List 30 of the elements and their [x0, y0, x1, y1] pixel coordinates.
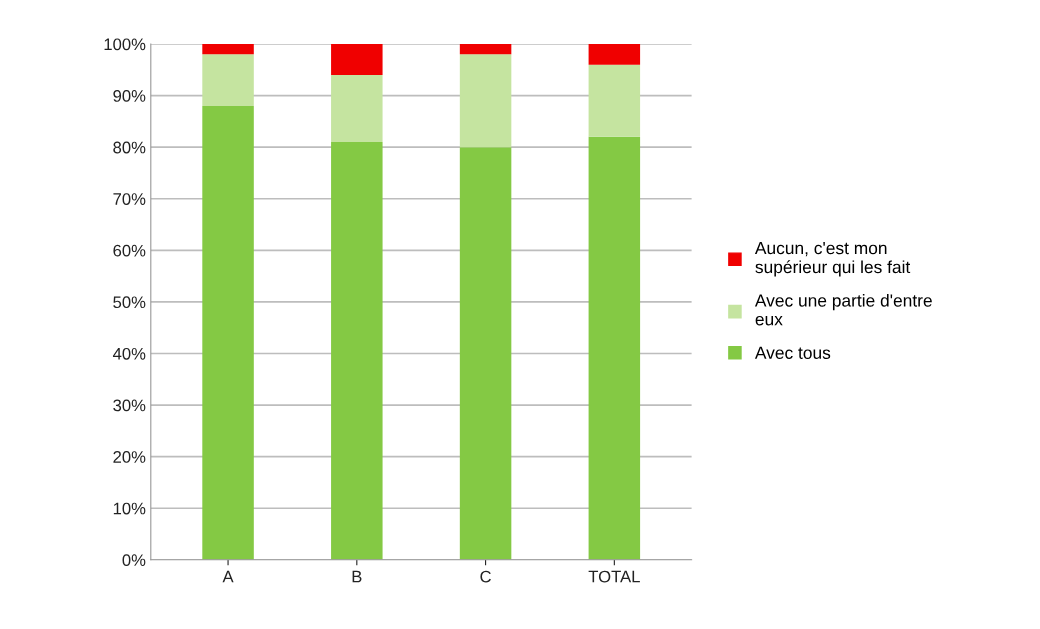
x-tick-label: A [222, 570, 234, 583]
y-tick-label: 100% [104, 38, 146, 51]
legend-label: Avec tous [754, 346, 831, 359]
bar [588, 64, 641, 137]
bar [459, 54, 512, 148]
y-tick-label: 60% [113, 244, 146, 257]
y-tick-label: 40% [112, 347, 146, 360]
y-tick-label: 90% [113, 90, 146, 102]
bar [331, 44, 383, 75]
x-tick-label: C [480, 570, 491, 583]
bar [202, 105, 254, 560]
legend-label: Aucun, c'est mon supérieur qui les fait [754, 242, 911, 277]
bar [331, 142, 383, 560]
y-tick-label: 70% [113, 193, 146, 205]
y-tick-label: 20% [113, 451, 146, 463]
bar [202, 44, 254, 55]
x-tick-label: TOTAL [588, 570, 640, 583]
y-tick-label: 50% [113, 296, 146, 309]
bar [588, 44, 641, 65]
y-tick-label: 0% [122, 554, 146, 567]
bar [331, 74, 383, 143]
bar [459, 44, 512, 55]
legend-label: Avec une partie d'entre eux [754, 293, 932, 326]
x-tick-label: B [352, 570, 362, 583]
y-tick-label: 80% [113, 141, 146, 154]
bar [202, 54, 254, 106]
bar [588, 136, 641, 560]
bar [459, 147, 512, 560]
y-tick-label: 30% [113, 399, 146, 412]
y-tick-label: 10% [113, 502, 146, 515]
